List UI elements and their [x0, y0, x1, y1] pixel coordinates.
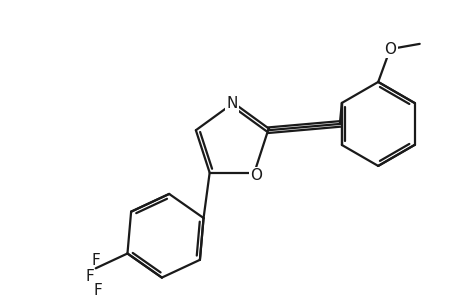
- Text: O: O: [250, 168, 262, 183]
- Text: F: F: [93, 283, 102, 298]
- Text: O: O: [383, 42, 395, 57]
- Text: N: N: [226, 97, 237, 112]
- Text: F: F: [91, 253, 100, 268]
- Text: F: F: [85, 269, 94, 284]
